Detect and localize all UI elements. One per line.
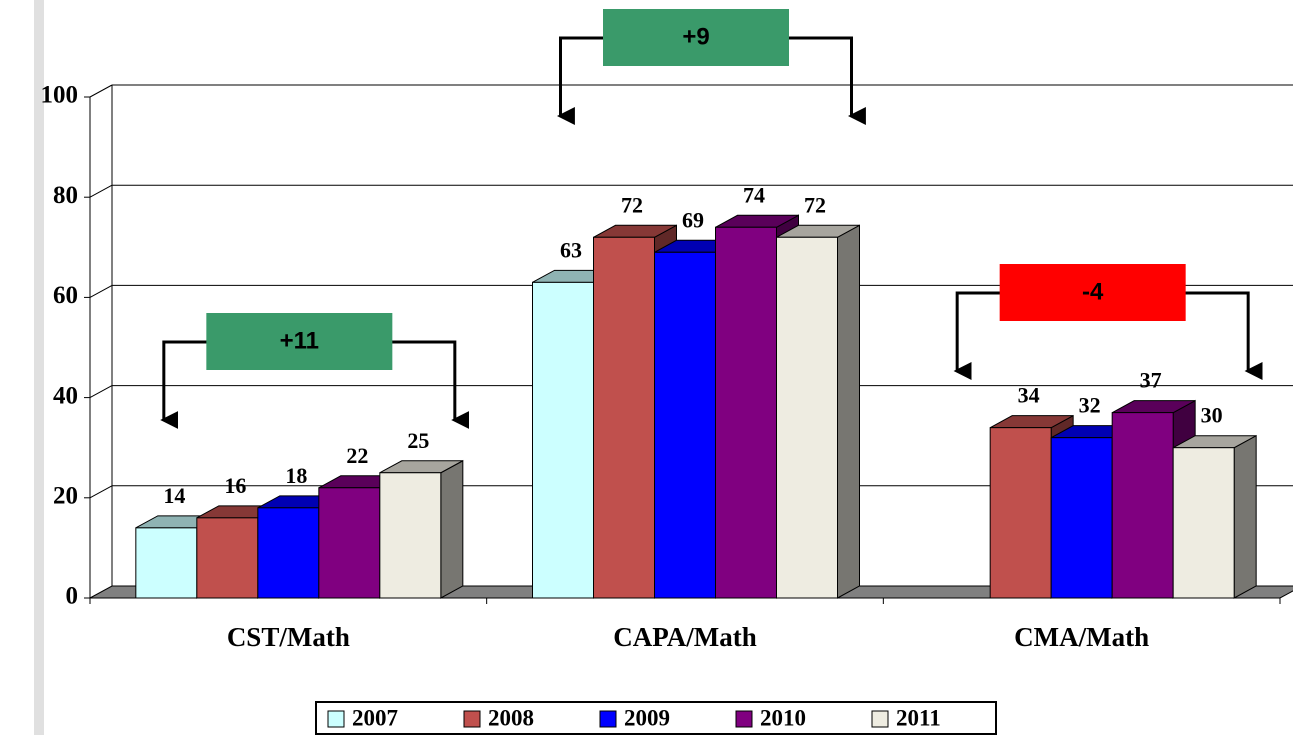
grid-diag <box>89 385 113 399</box>
data-label: 22 <box>346 443 368 468</box>
data-label: 72 <box>804 192 826 217</box>
legend-swatch <box>327 710 345 728</box>
bar <box>196 517 259 599</box>
data-label: 37 <box>1140 368 1162 393</box>
data-label: 34 <box>1018 383 1040 408</box>
bar <box>654 251 716 599</box>
y-tick-label: 40 <box>53 382 78 409</box>
bar <box>989 427 1052 599</box>
legend-label: 2011 <box>896 705 941 730</box>
legend-swatch <box>463 710 481 728</box>
annotation-box <box>999 264 1186 321</box>
legend-swatch <box>735 710 753 728</box>
annotation-text: -4 <box>1082 278 1104 305</box>
x-tick-label: CMA/Math <box>1014 622 1149 652</box>
bar-side <box>440 459 464 599</box>
data-label: 32 <box>1079 393 1101 418</box>
annotation-box <box>603 9 789 66</box>
legend-swatch <box>871 710 889 728</box>
bar <box>715 226 777 599</box>
bar-side <box>1233 434 1257 599</box>
grid-diag <box>89 284 113 298</box>
annotation-text: +9 <box>682 23 709 50</box>
data-label: 69 <box>682 207 704 232</box>
bar <box>135 527 198 599</box>
bar <box>593 236 655 599</box>
y-tick-label: 60 <box>53 282 78 309</box>
annotation-text: +11 <box>280 327 319 354</box>
data-label: 14 <box>163 483 185 508</box>
grid-diag <box>89 184 113 198</box>
data-label: 72 <box>621 192 643 217</box>
grid-diag <box>89 84 113 98</box>
data-label: 25 <box>407 428 429 453</box>
bar <box>318 487 381 599</box>
side-strip <box>34 0 44 735</box>
legend-label: 2010 <box>760 705 806 730</box>
bar <box>257 507 320 599</box>
bar <box>776 236 838 599</box>
y-tick-label: 80 <box>53 182 78 209</box>
data-label: 30 <box>1201 403 1223 428</box>
bar-side <box>837 224 860 599</box>
bar <box>1172 447 1235 599</box>
annotation-box <box>206 313 393 370</box>
x-tick-label: CST/Math <box>227 622 350 652</box>
grid-diag <box>89 485 113 499</box>
data-label: 16 <box>224 473 246 498</box>
bar <box>1050 437 1113 599</box>
legend-label: 2007 <box>352 705 398 730</box>
data-label: 63 <box>560 237 582 262</box>
legend-label: 2008 <box>488 705 534 730</box>
legend-box <box>315 701 997 735</box>
legend-swatch <box>599 710 617 728</box>
y-tick-label: 100 <box>41 82 79 109</box>
data-label: 74 <box>743 182 765 207</box>
bar <box>379 472 442 599</box>
bar <box>1111 412 1174 599</box>
legend-label: 2009 <box>624 705 670 730</box>
y-tick-label: 0 <box>66 583 79 610</box>
bar <box>532 281 594 599</box>
x-tick-label: CAPA/Math <box>613 622 756 652</box>
data-label: 18 <box>285 463 307 488</box>
y-tick-label: 20 <box>53 483 78 510</box>
